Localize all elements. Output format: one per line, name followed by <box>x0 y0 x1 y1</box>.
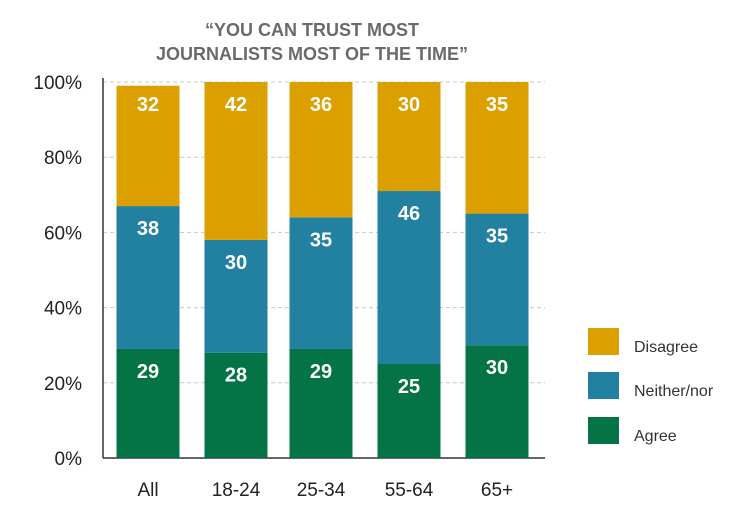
bar-neither-nor <box>116 206 180 349</box>
x-tick-label: All <box>137 480 158 501</box>
bar-neither-nor <box>465 213 529 346</box>
data-label: 35 <box>486 94 508 116</box>
bar-disagree <box>377 82 441 192</box>
legend-label: Neither/nor <box>634 383 714 400</box>
data-label: 38 <box>137 218 159 240</box>
y-tick-label: 0% <box>55 449 83 470</box>
legend-label: Agree <box>634 428 677 445</box>
data-label: 30 <box>398 94 420 116</box>
legend-swatch-neither-nor <box>588 372 619 399</box>
x-tick-label: 55-64 <box>385 480 434 501</box>
bar-disagree <box>116 85 180 207</box>
data-label: 30 <box>225 252 247 274</box>
data-label: 46 <box>398 203 420 225</box>
x-tick-label: 25-34 <box>297 480 346 501</box>
data-label: 42 <box>225 94 247 116</box>
x-tick-label: 65+ <box>481 480 513 501</box>
data-label: 36 <box>310 94 332 116</box>
bar-agree <box>465 345 529 458</box>
bar-neither-nor <box>204 239 268 353</box>
y-tick-label: 100% <box>33 73 82 94</box>
bar-agree <box>289 348 353 458</box>
bar-disagree <box>204 82 268 240</box>
data-label: 25 <box>398 376 420 398</box>
bar-disagree <box>289 82 353 218</box>
chart-title-line-1: “YOU CAN TRUST MOST <box>205 20 419 40</box>
legend-swatch-disagree <box>588 328 619 355</box>
chart-title-line-2: JOURNALISTS MOST OF THE TIME” <box>155 44 468 64</box>
data-label: 35 <box>486 226 508 248</box>
y-tick-label: 80% <box>44 148 82 169</box>
bar-neither-nor <box>289 217 353 349</box>
bar-agree <box>116 348 180 458</box>
data-label: 29 <box>137 361 159 383</box>
bar-agree <box>377 364 441 458</box>
y-tick-label: 40% <box>44 299 82 320</box>
y-tick-label: 60% <box>44 223 82 244</box>
data-label: 32 <box>137 94 159 116</box>
data-label: 29 <box>310 361 332 383</box>
bar-agree <box>204 352 268 458</box>
data-label: 35 <box>310 229 332 251</box>
bar-disagree <box>465 82 529 214</box>
y-tick-label: 20% <box>44 374 82 395</box>
bar-neither-nor <box>377 191 441 364</box>
x-tick-label: 18-24 <box>212 480 261 501</box>
data-label: 30 <box>486 357 508 379</box>
data-label: 28 <box>225 365 247 387</box>
legend-label: Disagree <box>634 339 698 356</box>
legend-swatch-agree <box>588 417 619 444</box>
